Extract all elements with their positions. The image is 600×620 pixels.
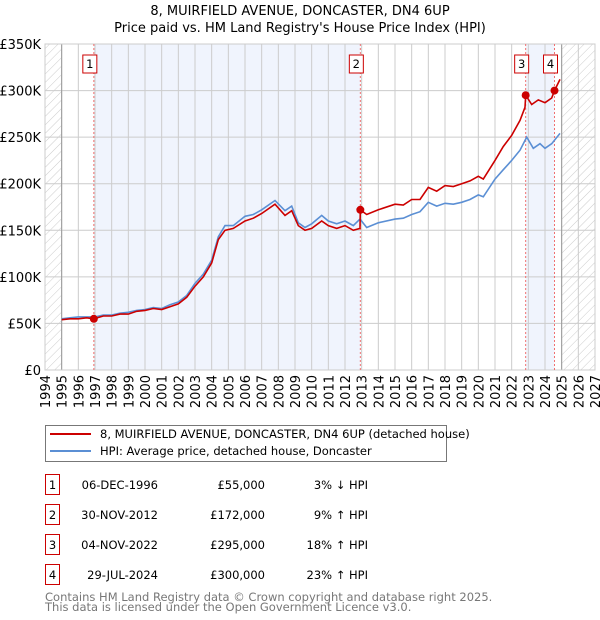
row-number: 4 — [49, 568, 56, 582]
x-tick-label: 2004 — [206, 375, 221, 408]
x-tick-label: 2016 — [406, 375, 421, 408]
row-number: 1 — [49, 478, 56, 492]
x-tick-label: 2017 — [422, 375, 437, 408]
legend-label-hpi: HPI: Average price, detached house, Donc… — [100, 444, 372, 458]
x-tick-label: 2012 — [339, 375, 354, 408]
property-series-line — [61, 79, 561, 321]
hpi-comparison: 18% ↑ HPI — [307, 538, 368, 552]
x-tick-label: 2026 — [572, 375, 587, 408]
sale-label-box — [514, 54, 530, 74]
x-tick-label: 2022 — [506, 375, 521, 408]
legend: 8, MUIRFIELD AVENUE, DONCASTER, DN4 6UP … — [45, 425, 470, 462]
x-tick-label: 2010 — [306, 375, 321, 408]
x-tick-label: 1997 — [89, 375, 104, 408]
x-tick-label: 2005 — [222, 375, 237, 408]
shaded-range — [525, 44, 555, 370]
row-number: 2 — [49, 508, 56, 522]
row-number-box — [45, 474, 60, 495]
row-number: 3 — [49, 538, 56, 552]
x-tick-label: 2015 — [389, 375, 404, 408]
sale-point — [550, 86, 559, 95]
sale-label: 4 — [547, 57, 554, 71]
sale-date: 29-JUL-2024 — [87, 568, 158, 582]
sale-price: £55,000 — [217, 478, 265, 492]
x-tick-label: 1998 — [106, 375, 121, 408]
footer-line-2: This data is licensed under the Open Gov… — [44, 600, 411, 614]
x-tick-label: 2013 — [356, 375, 371, 408]
y-tick-label: £50K — [8, 317, 42, 332]
y-tick-label: £150K — [0, 224, 41, 239]
x-tick-label: 2023 — [522, 375, 537, 408]
x-tick-label: 2014 — [372, 375, 387, 408]
x-tick-label: 2002 — [172, 375, 187, 408]
hpi-series-line — [61, 132, 561, 320]
x-tick-label: 2024 — [539, 375, 554, 408]
x-tick-label: 2018 — [439, 375, 454, 408]
x-tick-label: 2019 — [456, 375, 471, 408]
table-row: 2 30-NOV-2012 £172,000 9% ↑ HPI — [45, 504, 368, 525]
x-tick-label: 2009 — [289, 375, 304, 408]
sale-label-box — [82, 54, 98, 74]
hpi-comparison: 9% ↑ HPI — [314, 508, 368, 522]
x-tick-label: 2008 — [272, 375, 287, 408]
y-tick-label: £250K — [0, 131, 41, 146]
x-tick-label: 1996 — [72, 375, 87, 408]
table-row: 4 29-JUL-2024 £300,000 23% ↑ HPI — [45, 564, 368, 585]
sale-price: £300,000 — [210, 568, 265, 582]
y-tick-label: £0 — [24, 364, 41, 379]
sale-point — [356, 205, 365, 214]
sale-date: 06-DEC-1996 — [82, 478, 158, 492]
plot-border — [44, 43, 596, 371]
x-tick-label: 2011 — [322, 375, 337, 408]
x-tick-label: 2003 — [189, 375, 204, 408]
sale-price: £295,000 — [210, 538, 265, 552]
table-row: 3 04-NOV-2022 £295,000 18% ↑ HPI — [45, 534, 368, 555]
x-tick-label: 1995 — [56, 375, 71, 408]
x-tick-label: 1999 — [122, 375, 137, 408]
chart-title: 8, MUIRFIELD AVENUE, DONCASTER, DN4 6UP — [150, 4, 449, 19]
x-tick-label: 2000 — [139, 375, 154, 408]
x-tick-label: 2007 — [256, 375, 271, 408]
legend-label-property: 8, MUIRFIELD AVENUE, DONCASTER, DN4 6UP … — [100, 427, 470, 441]
footer-line-1: Contains HM Land Registry data © Crown c… — [45, 590, 492, 604]
row-number-box — [45, 504, 60, 525]
sales-table: 1 06-DEC-1996 £55,000 3% ↓ HPI 2 30-NOV-2012 £… — [45, 474, 368, 585]
x-tick-label: 2006 — [239, 375, 254, 408]
y-tick-label: £350K — [0, 38, 41, 53]
x-tick-label: 2025 — [556, 375, 571, 408]
sale-point — [89, 314, 98, 323]
sale-date: 30-NOV-2012 — [81, 508, 158, 522]
sale-label: 2 — [353, 57, 360, 71]
y-tick-label: £100K — [0, 271, 41, 286]
sale-label-box — [543, 54, 558, 74]
row-number-box — [45, 534, 60, 555]
x-tick-label: 2021 — [489, 375, 504, 408]
chart-subtitle: Price paid vs. HM Land Registry's House … — [114, 21, 486, 36]
row-number-box — [45, 564, 60, 585]
sale-price: £172,000 — [210, 508, 265, 522]
table-row: 1 06-DEC-1996 £55,000 3% ↓ HPI — [45, 474, 368, 495]
sale-date: 04-NOV-2022 — [81, 538, 158, 552]
hpi-comparison: 23% ↑ HPI — [307, 568, 368, 582]
no-data-hatch-left — [45, 44, 62, 370]
sale-label: 3 — [518, 57, 525, 71]
sale-label: 1 — [86, 57, 93, 71]
x-tick-label: 2027 — [589, 375, 600, 408]
x-tick-label: 2020 — [472, 375, 487, 408]
y-tick-label: £200K — [0, 178, 41, 193]
x-tick-label: 2001 — [156, 375, 171, 408]
y-tick-label: £300K — [0, 85, 41, 100]
x-tick-label: 1994 — [39, 375, 54, 408]
shaded-range — [93, 44, 361, 370]
hpi-comparison: 3% ↓ HPI — [314, 478, 368, 492]
sale-point — [521, 91, 530, 100]
sale-label-box — [348, 54, 364, 74]
